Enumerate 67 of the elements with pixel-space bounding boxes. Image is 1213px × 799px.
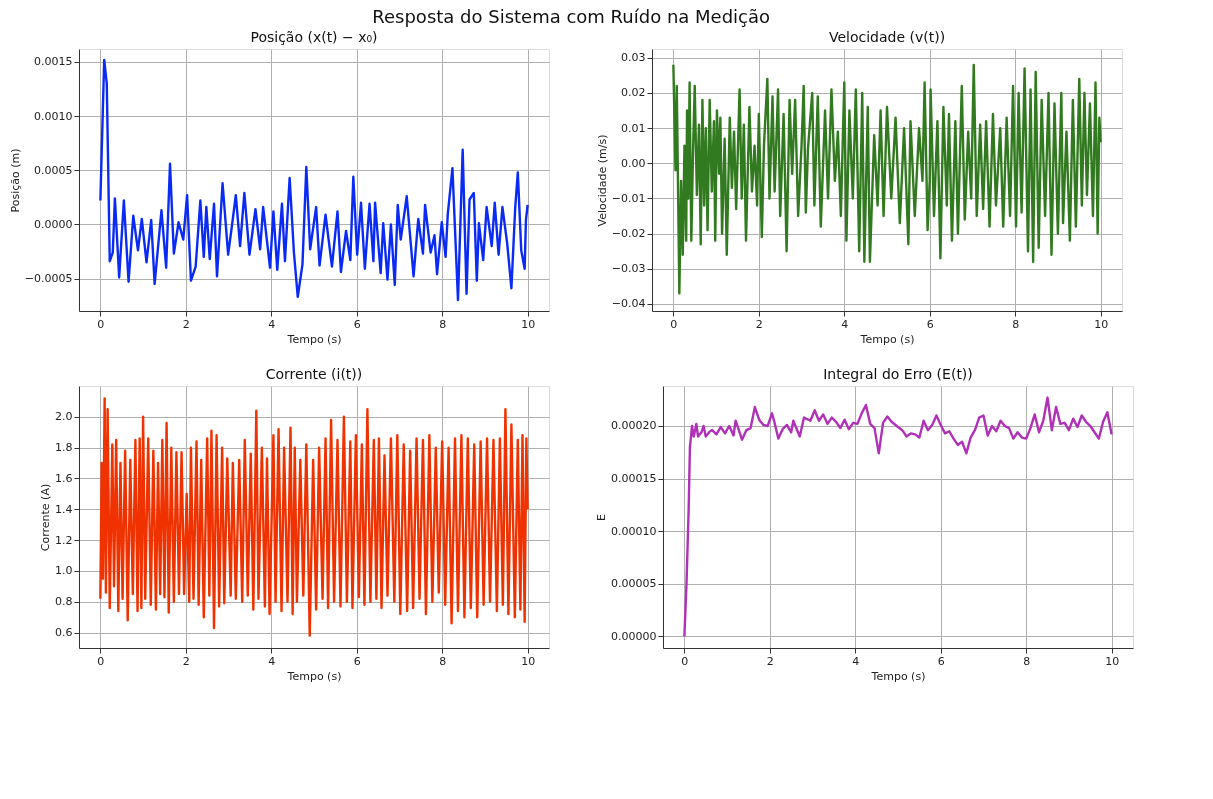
y-tick-label: 1.2: [55, 533, 73, 547]
y-tick-label: 0.01: [621, 121, 646, 135]
y-tick-label: 1.6: [55, 471, 73, 485]
y-tick-label: 0.00015: [611, 472, 657, 486]
y-tick-label: 0.8: [55, 595, 73, 609]
x-tick-label: 0: [97, 654, 105, 668]
x-tick-label: 10: [521, 317, 536, 331]
x-tick-label: 0: [670, 317, 678, 331]
x-tick-label: 2: [182, 654, 190, 668]
y-tick-label: 0.02: [621, 86, 646, 100]
y-axis-title: Corrente (A): [39, 483, 53, 552]
x-axis-title: Tempo (s): [286, 669, 342, 683]
x-tick-label: 4: [852, 654, 860, 668]
x-tick-label: 10: [1094, 317, 1109, 331]
x-tick-label: 8: [1012, 317, 1020, 331]
y-tick-label: 0.00020: [611, 419, 657, 433]
x-axis-title: Tempo (s): [859, 332, 915, 346]
text: Resposta do Sistema com Ruído na Medição: [372, 5, 771, 27]
x-tick-label: 4: [841, 317, 849, 331]
y-tick-label: 1.8: [55, 441, 73, 455]
y-tick-label: 0.00000: [611, 629, 657, 643]
x-tick-label: 4: [268, 654, 276, 668]
y-tick-label: 0.0010: [34, 109, 73, 123]
chart-title: Posição (x(t) − x₀): [250, 29, 378, 45]
y-tick-label: 1.4: [55, 502, 73, 516]
y-tick-label: −0.0005: [24, 272, 73, 286]
x-tick-label: 6: [926, 317, 934, 331]
y-tick-label: 0.00010: [611, 524, 657, 538]
line-series: [683, 396, 1113, 638]
y-tick-label: 0.0000: [34, 217, 73, 231]
y-axis-title: Posição (m): [8, 148, 22, 213]
x-tick-label: 0: [97, 317, 105, 331]
y-tick-label: −0.03: [611, 262, 646, 276]
y-tick-label: 0.03: [621, 51, 646, 65]
y-tick-label: −0.01: [611, 191, 646, 205]
y-tick-label: 0.6: [55, 626, 73, 640]
x-tick-label: 8: [439, 317, 447, 331]
x-tick-label: 6: [353, 654, 361, 668]
line-series: [99, 58, 529, 302]
chart-title: Corrente (i(t)): [265, 366, 363, 382]
x-tick-label: 10: [1105, 654, 1120, 668]
x-tick-label: 6: [937, 654, 945, 668]
x-tick-label: 2: [182, 317, 190, 331]
x-axis-title: Tempo (s): [286, 332, 342, 346]
y-tick-label: 1.0: [55, 564, 73, 578]
x-axis-title: Tempo (s): [870, 669, 926, 683]
x-tick-label: 2: [766, 654, 774, 668]
x-tick-label: 6: [353, 317, 361, 331]
y-tick-label: −0.04: [611, 297, 646, 311]
line-series: [99, 397, 529, 637]
chart-title: Integral do Erro (E(t)): [823, 366, 973, 382]
y-axis-title: E: [595, 513, 609, 521]
x-tick-label: 4: [268, 317, 276, 331]
chart-title: Velocidade (v(t)): [828, 29, 946, 45]
x-tick-label: 8: [439, 654, 447, 668]
x-tick-label: 10: [521, 654, 536, 668]
y-axis-title: Velocidade (m/s): [595, 134, 609, 227]
x-tick-label: 2: [755, 317, 763, 331]
y-tick-label: −0.02: [611, 227, 646, 241]
x-tick-label: 0: [681, 654, 689, 668]
y-tick-label: 0.0005: [34, 163, 73, 177]
line-series: [672, 63, 1102, 295]
y-tick-label: 0.00005: [611, 577, 657, 591]
y-tick-label: 2.0: [55, 410, 73, 424]
y-tick-label: 0.0015: [34, 55, 73, 69]
x-tick-label: 8: [1023, 654, 1031, 668]
y-tick-label: 0.00: [621, 156, 646, 170]
